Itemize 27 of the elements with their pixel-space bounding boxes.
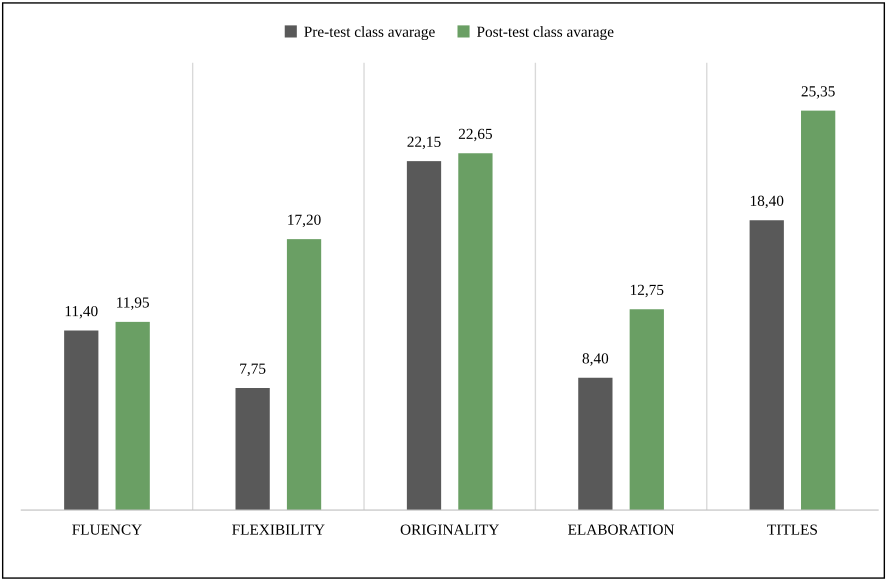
data-label: 17,20 <box>288 214 321 228</box>
x-tick-label: ORIGINALITY <box>400 524 499 535</box>
data-label: 11,95 <box>117 297 149 310</box>
data-label: 22,65 <box>458 128 492 142</box>
bar <box>750 220 784 510</box>
legend-label: Pre-test class avarage <box>304 26 435 40</box>
bar <box>801 110 836 510</box>
data-label: 25,35 <box>802 86 835 99</box>
legend-label: Post-test class avarage <box>476 26 614 40</box>
data-label: 7,75 <box>240 364 266 376</box>
data-label: 22,15 <box>407 136 441 150</box>
bar <box>236 388 270 510</box>
x-tick-label: TITLES <box>767 524 817 535</box>
bar <box>630 309 664 510</box>
bar <box>64 330 98 510</box>
bar <box>578 378 613 510</box>
x-tick-label: FLEXIBILITY <box>232 524 325 535</box>
data-label: 12,75 <box>630 284 664 298</box>
data-label: 18,40 <box>750 196 784 208</box>
bar <box>458 153 493 510</box>
data-label: 11,40 <box>66 306 98 318</box>
x-tick-label: ELABORATION <box>568 524 674 535</box>
x-tick-label: FLUENCY <box>72 524 142 535</box>
bar <box>406 161 442 510</box>
bar <box>116 322 150 510</box>
data-label: 8,40 <box>582 353 608 366</box>
bar <box>286 239 322 510</box>
